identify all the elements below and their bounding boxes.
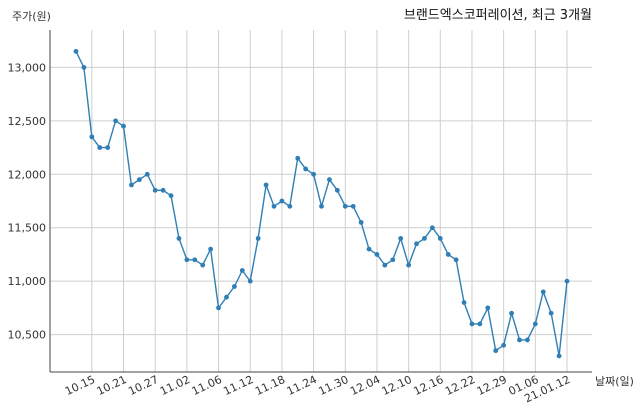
data-point [532,321,538,327]
x-axis-title: 날짜(일) [595,374,634,388]
data-point [548,310,554,316]
data-point [184,257,190,263]
data-point [247,278,253,284]
x-tick-label: 12.04 [348,373,382,398]
data-point [176,236,182,241]
data-point [271,203,277,209]
x-tick-label: 12.29 [475,373,509,398]
x-tick-label: 10.21 [95,373,129,398]
data-point [255,236,261,241]
data-point [263,182,269,188]
data-point [493,348,499,354]
grid [50,30,592,372]
data-point [422,236,427,241]
data-point [445,252,451,257]
series-line [75,51,568,357]
data-point [556,353,562,359]
x-axis-ticks: 10.1510.2110.2711.0211.0611.1211.1811.24… [63,373,572,405]
data-point [192,257,198,263]
data-point [525,337,530,343]
data-point [334,187,340,193]
data-point [97,145,103,150]
data-point [279,198,285,204]
data-point [390,257,396,263]
data-point [121,123,126,129]
x-tick-label: 11.02 [158,373,192,398]
data-point [319,203,324,209]
data-point [382,262,388,268]
y-tick-label: 13,000 [8,61,47,74]
data-point [350,203,356,209]
data-point [485,305,491,311]
x-tick-label: 11.24 [285,373,319,398]
data-point [311,171,316,177]
data-point [429,225,435,231]
data-point [469,321,475,327]
x-tick-label: 10.27 [126,373,160,398]
x-tick-label: 12.16 [412,373,446,398]
data-point [342,203,348,209]
data-point [208,246,214,252]
data-point [374,252,380,257]
data-point [73,48,79,54]
data-point [168,193,174,199]
data-point [287,203,293,209]
x-tick-label: 10.15 [63,373,97,398]
data-point [398,236,404,241]
data-point [224,294,229,300]
data-point [105,145,111,150]
data-point [414,241,419,247]
data-point [437,236,443,241]
y-tick-label: 11,500 [8,222,47,235]
data-point [239,268,245,273]
data-point [509,310,514,316]
x-tick-label: 12.22 [443,373,477,398]
data-point [366,246,372,252]
data-point [136,177,142,183]
data-point [113,118,118,124]
x-tick-label: 11.12 [221,373,255,398]
data-point [477,321,483,327]
x-tick-label: 11.06 [190,373,224,398]
data-point [200,262,206,268]
data-point [453,257,459,263]
data-point [358,219,364,225]
data-point [295,155,301,161]
data-point [81,65,87,70]
data-point [327,177,332,183]
data-point [89,134,95,140]
chart-title: 브랜드엑스코퍼레이션, 최근 3개월 [404,8,592,23]
x-tick-label: 12.10 [380,373,414,398]
data-point [303,166,309,172]
data-point [564,278,570,284]
series [73,48,570,359]
data-point [501,342,507,348]
data-point [129,182,134,188]
y-tick-label: 10,500 [8,329,47,342]
data-point [540,289,546,295]
data-point [461,300,467,305]
y-tick-label: 11,000 [8,275,47,288]
x-tick-label: 11.18 [253,373,287,398]
x-tick-label: 11.30 [316,373,350,398]
y-tick-label: 12,500 [8,115,47,128]
data-point [216,305,221,311]
y-tick-label: 12,000 [8,168,47,181]
y-axis-title: 주가(원) [12,10,51,23]
y-axis-ticks: 10,500 11,000 11,500 12,000 12,500 13,000 [8,61,47,341]
data-point [231,284,237,289]
axes [49,30,592,373]
data-point [406,262,412,268]
data-point [144,171,150,177]
data-point [152,187,158,193]
data-point [160,187,166,193]
data-point [517,337,522,343]
